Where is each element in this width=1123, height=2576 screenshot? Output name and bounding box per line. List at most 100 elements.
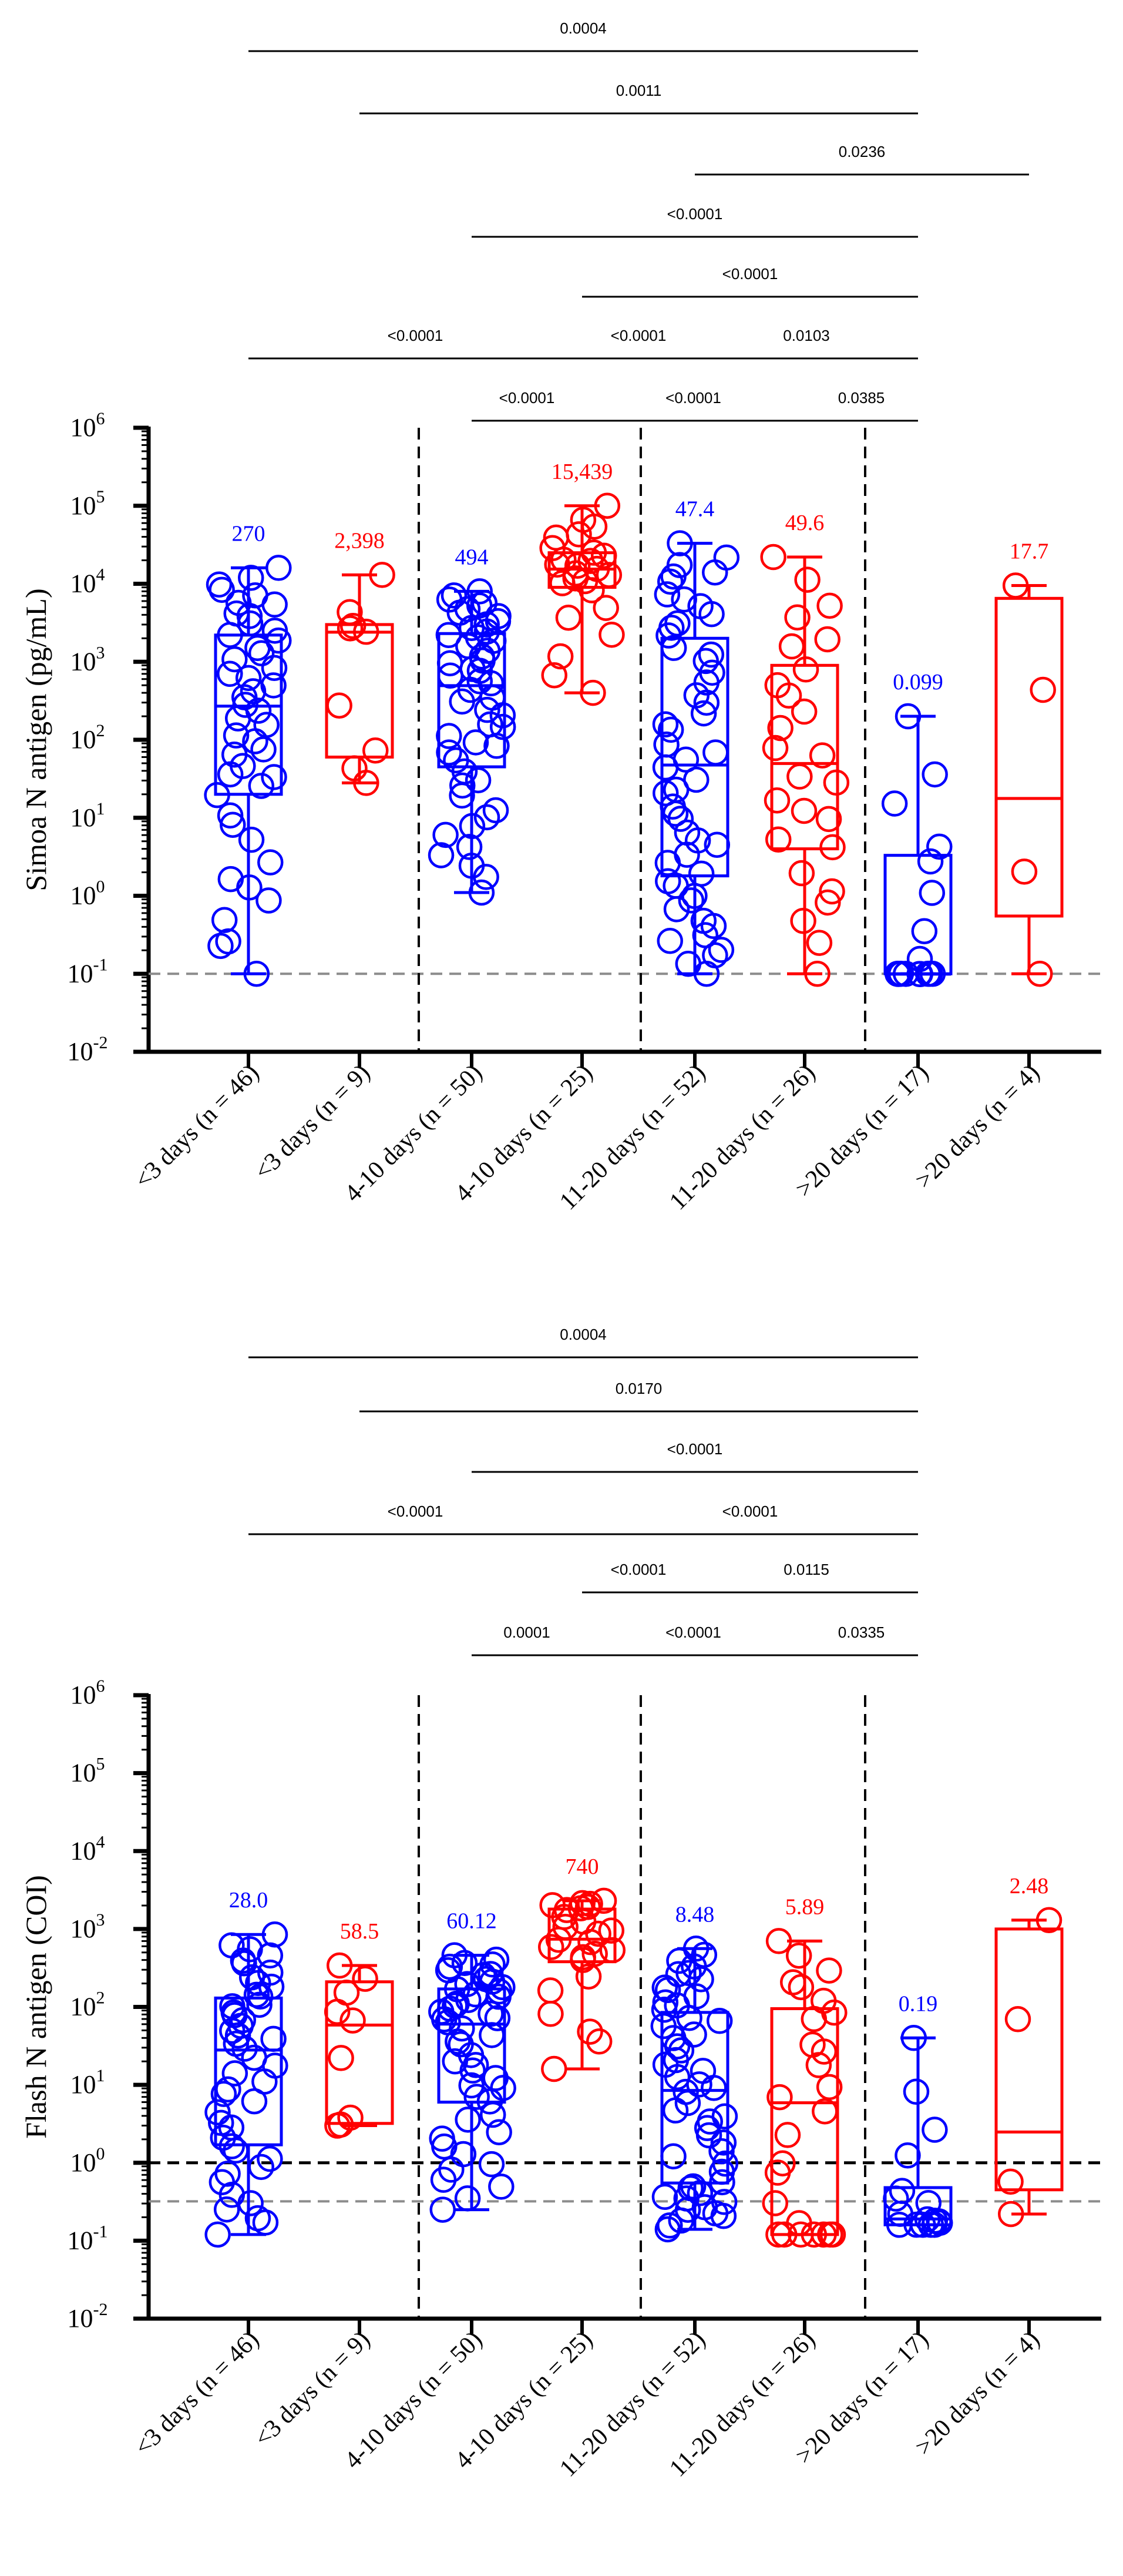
data-point	[692, 922, 719, 948]
median-label: 494	[455, 545, 489, 569]
data-point	[442, 1993, 468, 2019]
data-point	[652, 711, 679, 738]
data-point	[906, 945, 933, 972]
data-point	[261, 655, 288, 681]
data-point	[816, 592, 843, 619]
data-point	[922, 2117, 948, 2143]
data-point	[217, 802, 244, 829]
data-point	[213, 2196, 240, 2223]
comparison-p-value: <0.0001	[667, 205, 723, 223]
data-point	[261, 764, 287, 790]
comparison-p-value: <0.0001	[611, 327, 667, 344]
y-tick-label: 104	[70, 565, 105, 598]
data-point	[690, 907, 717, 934]
data-point	[766, 2084, 793, 2111]
data-point	[455, 633, 482, 659]
data-point	[489, 713, 516, 740]
data-point	[326, 1952, 353, 1979]
y-tick-label: 103	[70, 1910, 105, 1943]
data-point	[812, 2098, 838, 2125]
data-point	[596, 562, 623, 588]
data-point	[765, 826, 792, 853]
data-point	[454, 2185, 481, 2212]
data-point	[889, 2178, 916, 2204]
data-point	[260, 2025, 287, 2052]
box-group-2: 60.12	[428, 1909, 516, 2223]
y-tick-label: 106	[70, 409, 105, 442]
data-point	[552, 1914, 579, 1940]
panel-top: 10-2 10-1 100 101 102 103 104 105 106 Simoa N ant…	[19, 19, 1101, 1215]
data-point	[1011, 858, 1038, 885]
data-point	[223, 600, 250, 627]
data-point	[895, 2142, 921, 2169]
data-point	[762, 734, 789, 762]
data-point	[537, 1977, 564, 2004]
data-point	[895, 703, 922, 730]
data-point	[486, 2119, 512, 2146]
data-point	[577, 1890, 603, 1917]
median-label: 28.0	[229, 1888, 268, 1913]
data-point	[482, 797, 509, 824]
median-label: 49.6	[785, 511, 825, 535]
box-iqr	[325, 1980, 394, 2125]
data-point	[794, 566, 821, 593]
data-point	[221, 646, 248, 673]
data-point	[687, 593, 714, 619]
data-point	[697, 2108, 724, 2135]
data-point	[997, 2168, 1024, 2195]
box-group-7: 2.48	[994, 1874, 1064, 2228]
data-point	[586, 2028, 613, 2055]
panel-bottom: 10-2 10-1 100 101 102 103 104 105 106 Flash N ant…	[19, 1326, 1101, 2482]
data-point	[903, 2078, 930, 2105]
data-point	[778, 633, 805, 660]
data-point	[441, 582, 468, 609]
data-point	[261, 618, 288, 644]
data-point	[817, 2221, 843, 2248]
data-point	[1027, 961, 1053, 987]
data-point	[678, 887, 705, 914]
data-point	[255, 887, 282, 914]
data-point	[711, 2189, 738, 2215]
data-point	[253, 712, 280, 738]
data-point	[209, 2169, 236, 2195]
data-point	[488, 2174, 515, 2200]
data-point	[339, 613, 367, 639]
data-point	[248, 640, 275, 667]
data-point	[667, 530, 693, 556]
data-point	[547, 643, 574, 670]
data-point	[673, 2078, 699, 2105]
data-point	[998, 2201, 1024, 2228]
x-category-label: <3 days (n = 46)	[130, 2326, 264, 2461]
box-group-1: 58.5	[324, 1919, 394, 2139]
comparison-p-value: 0.0335	[838, 1624, 885, 1641]
data-point	[337, 2104, 364, 2131]
data-point	[598, 1917, 625, 1944]
data-point	[765, 1928, 792, 1954]
y-tick-label: 10-2	[68, 1033, 108, 1066]
data-point	[791, 797, 818, 824]
data-point	[231, 684, 258, 710]
comparison-p-value: 0.0385	[838, 389, 885, 407]
data-point	[704, 831, 731, 858]
comparison-p-value: <0.0001	[388, 327, 443, 344]
median-label: 740	[566, 1854, 599, 1879]
data-point	[810, 1987, 837, 2014]
data-point	[664, 610, 691, 637]
data-point	[466, 578, 493, 605]
data-point	[541, 662, 567, 689]
data-point	[225, 589, 252, 616]
comparison-p-value: 0.0001	[503, 1624, 550, 1641]
comparison-p-value: 0.0115	[784, 1561, 829, 1578]
data-point	[819, 878, 845, 905]
median-label: 2.48	[1010, 1874, 1049, 1899]
x-category-label: <3 days (n = 9)	[250, 2326, 375, 2452]
data-point	[215, 2076, 241, 2103]
data-point	[652, 1989, 679, 2016]
data-point	[564, 552, 591, 579]
data-point	[217, 866, 244, 893]
data-point	[569, 1890, 596, 1917]
y-tick-label: 105	[70, 487, 105, 520]
box-group-6: 0.099	[881, 670, 953, 988]
data-point	[651, 2183, 678, 2211]
